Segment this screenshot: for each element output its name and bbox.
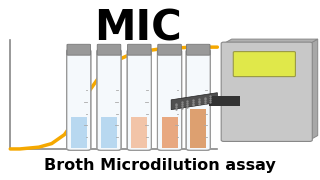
FancyBboxPatch shape [67,49,91,150]
Bar [101,117,117,148]
FancyBboxPatch shape [187,44,210,55]
Text: MIC: MIC [94,8,181,50]
FancyBboxPatch shape [97,49,121,150]
FancyBboxPatch shape [127,44,151,55]
FancyBboxPatch shape [127,49,151,150]
Text: Broth Microdilution assay: Broth Microdilution assay [44,158,276,173]
FancyBboxPatch shape [157,49,182,150]
Bar [162,117,178,148]
FancyBboxPatch shape [233,52,295,77]
Polygon shape [171,93,217,110]
FancyBboxPatch shape [158,44,181,55]
Bar [71,117,87,148]
Polygon shape [310,39,318,140]
Bar [190,109,206,148]
FancyBboxPatch shape [186,49,210,150]
Bar [131,117,147,148]
FancyBboxPatch shape [97,44,121,55]
Bar [209,96,240,106]
Polygon shape [224,39,318,44]
FancyBboxPatch shape [67,44,91,55]
FancyBboxPatch shape [221,42,312,141]
